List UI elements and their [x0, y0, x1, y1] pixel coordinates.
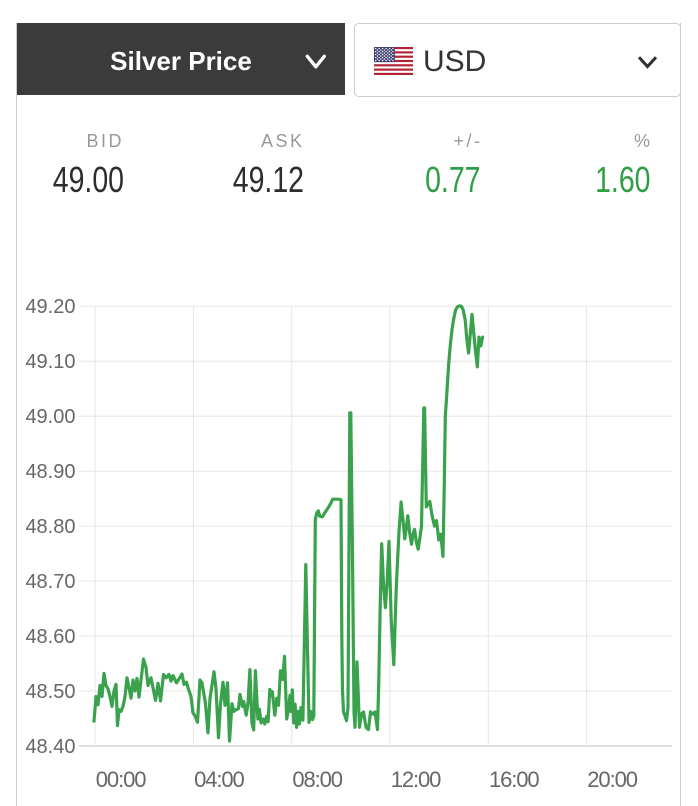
svg-text:08:00: 08:00: [292, 767, 342, 792]
svg-text:48.50: 48.50: [25, 681, 75, 703]
svg-text:49.20: 49.20: [25, 296, 75, 318]
svg-text:49.10: 49.10: [25, 351, 75, 373]
svg-text:04:00: 04:00: [194, 767, 244, 792]
svg-text:12:00: 12:00: [391, 767, 441, 792]
svg-text:48.80: 48.80: [25, 516, 75, 538]
svg-text:20:00: 20:00: [587, 767, 637, 792]
svg-text:48.40: 48.40: [25, 736, 75, 758]
svg-text:00:00: 00:00: [96, 767, 146, 792]
svg-text:48.60: 48.60: [25, 626, 75, 648]
svg-text:48.70: 48.70: [25, 571, 75, 593]
svg-text:16:00: 16:00: [489, 767, 539, 792]
svg-text:48.90: 48.90: [25, 461, 75, 483]
svg-text:49.00: 49.00: [25, 406, 75, 428]
